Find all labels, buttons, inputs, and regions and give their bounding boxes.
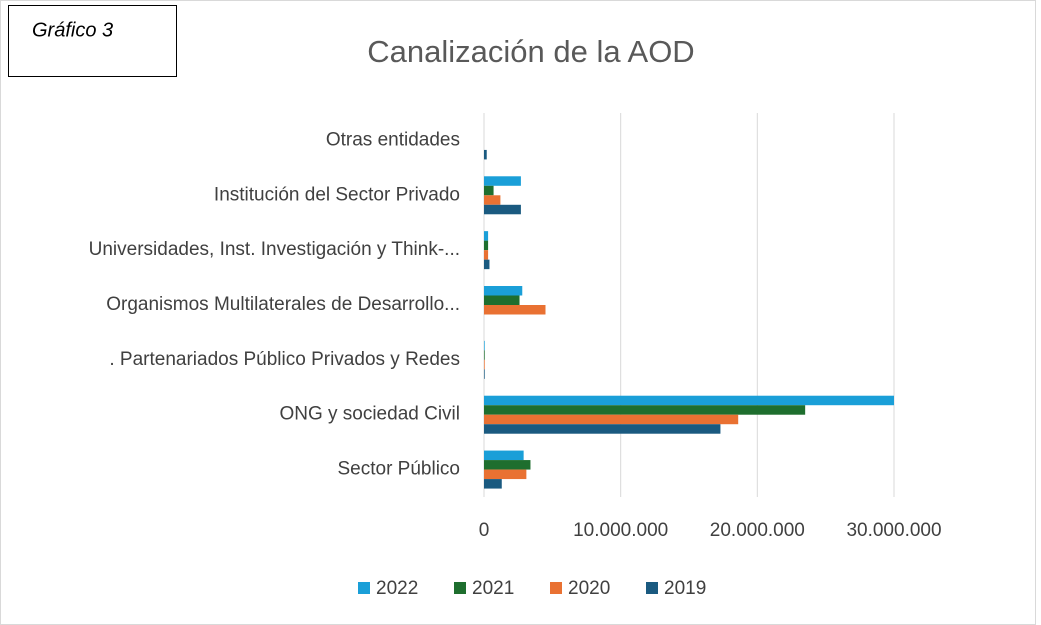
bar xyxy=(484,231,489,241)
legend-swatch xyxy=(646,582,658,594)
bar xyxy=(484,350,485,360)
y-tick-label: Organismos Multilaterales de Desarrollo.… xyxy=(106,294,460,315)
y-tick-label: Institución del Sector Privado xyxy=(214,184,460,205)
y-tick-label: Otras entidades xyxy=(326,129,460,150)
figure-label: Gráfico 3 xyxy=(32,19,113,41)
bar xyxy=(484,369,485,379)
bar xyxy=(484,450,524,461)
bar xyxy=(484,176,521,186)
bar xyxy=(484,195,501,205)
legend-label: 2019 xyxy=(664,578,706,599)
bar xyxy=(484,359,485,370)
bar xyxy=(484,204,521,215)
bar xyxy=(484,405,806,415)
bar xyxy=(484,149,487,160)
x-tick-label: 20.000.000 xyxy=(710,520,805,541)
bar xyxy=(484,286,523,296)
bar xyxy=(484,295,520,305)
y-tick-label: Sector Público xyxy=(337,459,460,480)
bar xyxy=(484,424,721,434)
y-tick-label: ONG y sociedad Civil xyxy=(279,404,460,425)
legend-swatch xyxy=(550,582,562,594)
y-tick-label: . Partenariados Público Privados y Redes xyxy=(109,349,460,370)
x-tick-label: 10.000.000 xyxy=(573,520,668,541)
bar xyxy=(484,259,490,270)
x-tick-label: 0 xyxy=(479,520,490,541)
bar xyxy=(484,305,546,315)
legend-swatch xyxy=(454,582,466,594)
legend-swatch xyxy=(358,582,370,594)
x-tick-label: 30.000.000 xyxy=(846,520,941,541)
bar xyxy=(484,469,527,480)
bar xyxy=(484,479,502,489)
bar xyxy=(484,340,485,351)
y-tick-label: Universidades, Inst. Investigación y Thi… xyxy=(89,239,460,260)
legend-label: 2020 xyxy=(568,578,610,599)
legend-label: 2022 xyxy=(376,578,418,599)
bar xyxy=(484,460,531,470)
bar xyxy=(484,240,489,251)
chart-title: Canalización de la AOD xyxy=(367,34,694,69)
bar xyxy=(484,414,739,425)
figure-label-box xyxy=(8,5,177,77)
legend-label: 2021 xyxy=(472,578,514,599)
bar xyxy=(484,185,494,196)
bar xyxy=(484,395,894,406)
bar xyxy=(484,250,489,260)
